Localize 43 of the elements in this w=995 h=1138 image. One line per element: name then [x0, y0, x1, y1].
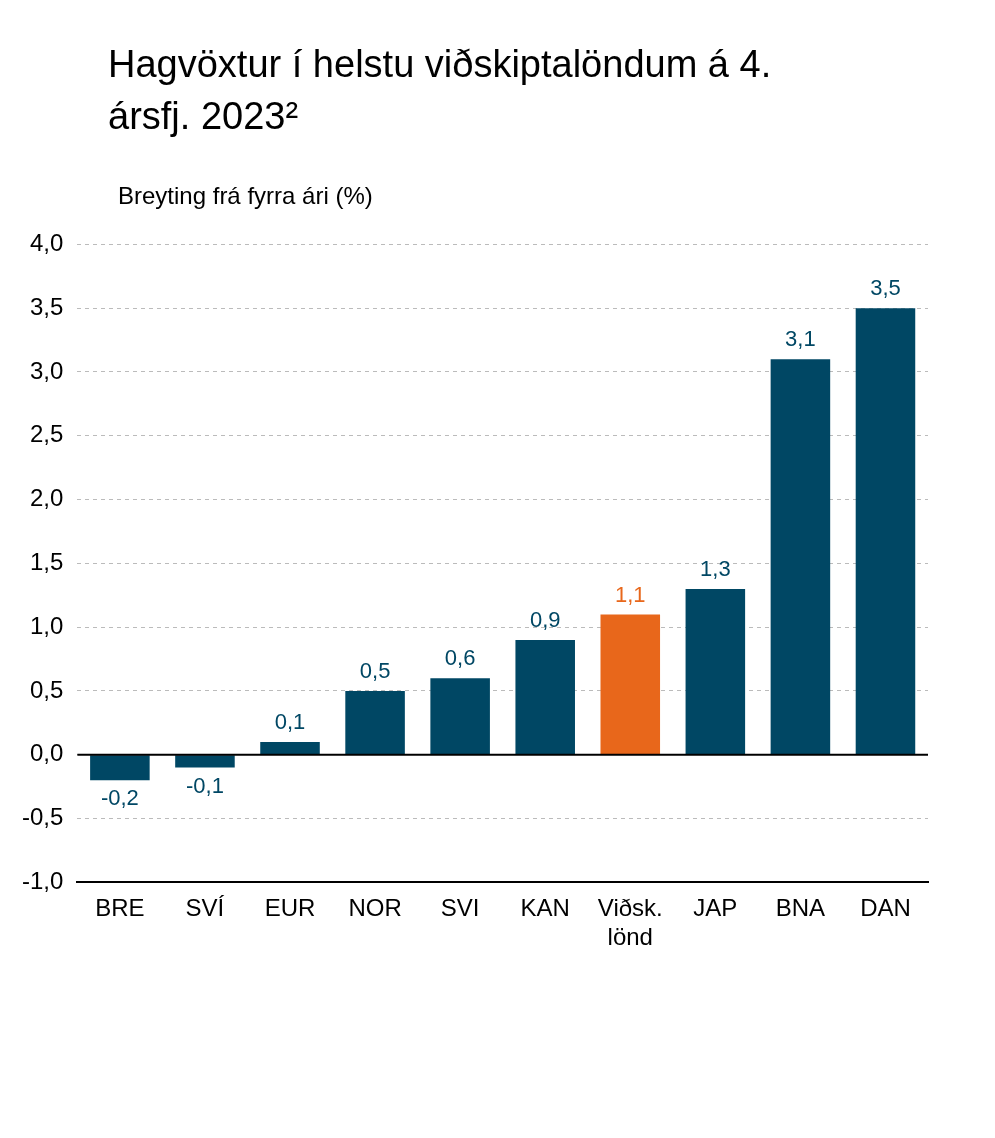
y-tick-label: -0,5: [22, 803, 64, 831]
x-tick-label: SVÍ: [185, 894, 225, 922]
x-tick-label: Viðsk. lönd: [597, 894, 663, 951]
data-label: 0,9: [529, 607, 561, 633]
bar: [430, 678, 490, 755]
x-tick-label: KAN: [520, 894, 570, 922]
data-label: 0,5: [359, 658, 391, 684]
data-label: 0,1: [274, 709, 306, 735]
data-label: 1,1: [614, 581, 646, 607]
x-tick-label: DAN: [860, 894, 911, 922]
y-tick-label: 3,0: [29, 356, 64, 384]
data-label: 0,6: [444, 645, 476, 671]
data-label: -0,2: [100, 785, 139, 811]
bar: [175, 755, 235, 768]
bar: [600, 614, 661, 755]
bar: [345, 691, 405, 755]
y-tick-label: 4,0: [29, 229, 64, 257]
y-tick-label: 1,0: [29, 611, 64, 639]
y-tick-label: 0,0: [29, 739, 64, 767]
x-tick-label: BNA: [775, 894, 826, 922]
y-tick-label: 1,5: [29, 548, 64, 576]
x-tick-label: BRE: [95, 894, 145, 922]
bar: [770, 359, 831, 755]
data-label: -0,1: [185, 772, 224, 798]
x-tick-label: EUR: [264, 894, 316, 922]
data-label: 3,5: [870, 275, 901, 301]
y-tick-label: -1,0: [22, 867, 64, 895]
bar: [515, 639, 575, 755]
y-tick-label: 0,5: [29, 675, 64, 703]
data-label: 1,3: [700, 555, 731, 581]
x-tick-label: JAP: [693, 894, 738, 922]
y-tick-label: 3,5: [29, 292, 64, 320]
bar: [90, 755, 150, 781]
y-axis-title: Breyting frá fyrra ári (%): [118, 182, 374, 210]
x-tick-label: NOR: [348, 894, 402, 922]
bar: [260, 742, 320, 755]
chart-title: Hagvöxtur í helstu viðskiptalöndum á 4. ársfj. 2023²: [108, 42, 773, 139]
y-tick-label: 2,5: [29, 420, 64, 448]
bar: [685, 588, 746, 755]
x-tick-label: SVI: [440, 894, 480, 922]
y-tick-label: 2,0: [29, 484, 64, 512]
data-label: 3,1: [785, 326, 816, 352]
bar: [855, 308, 916, 755]
